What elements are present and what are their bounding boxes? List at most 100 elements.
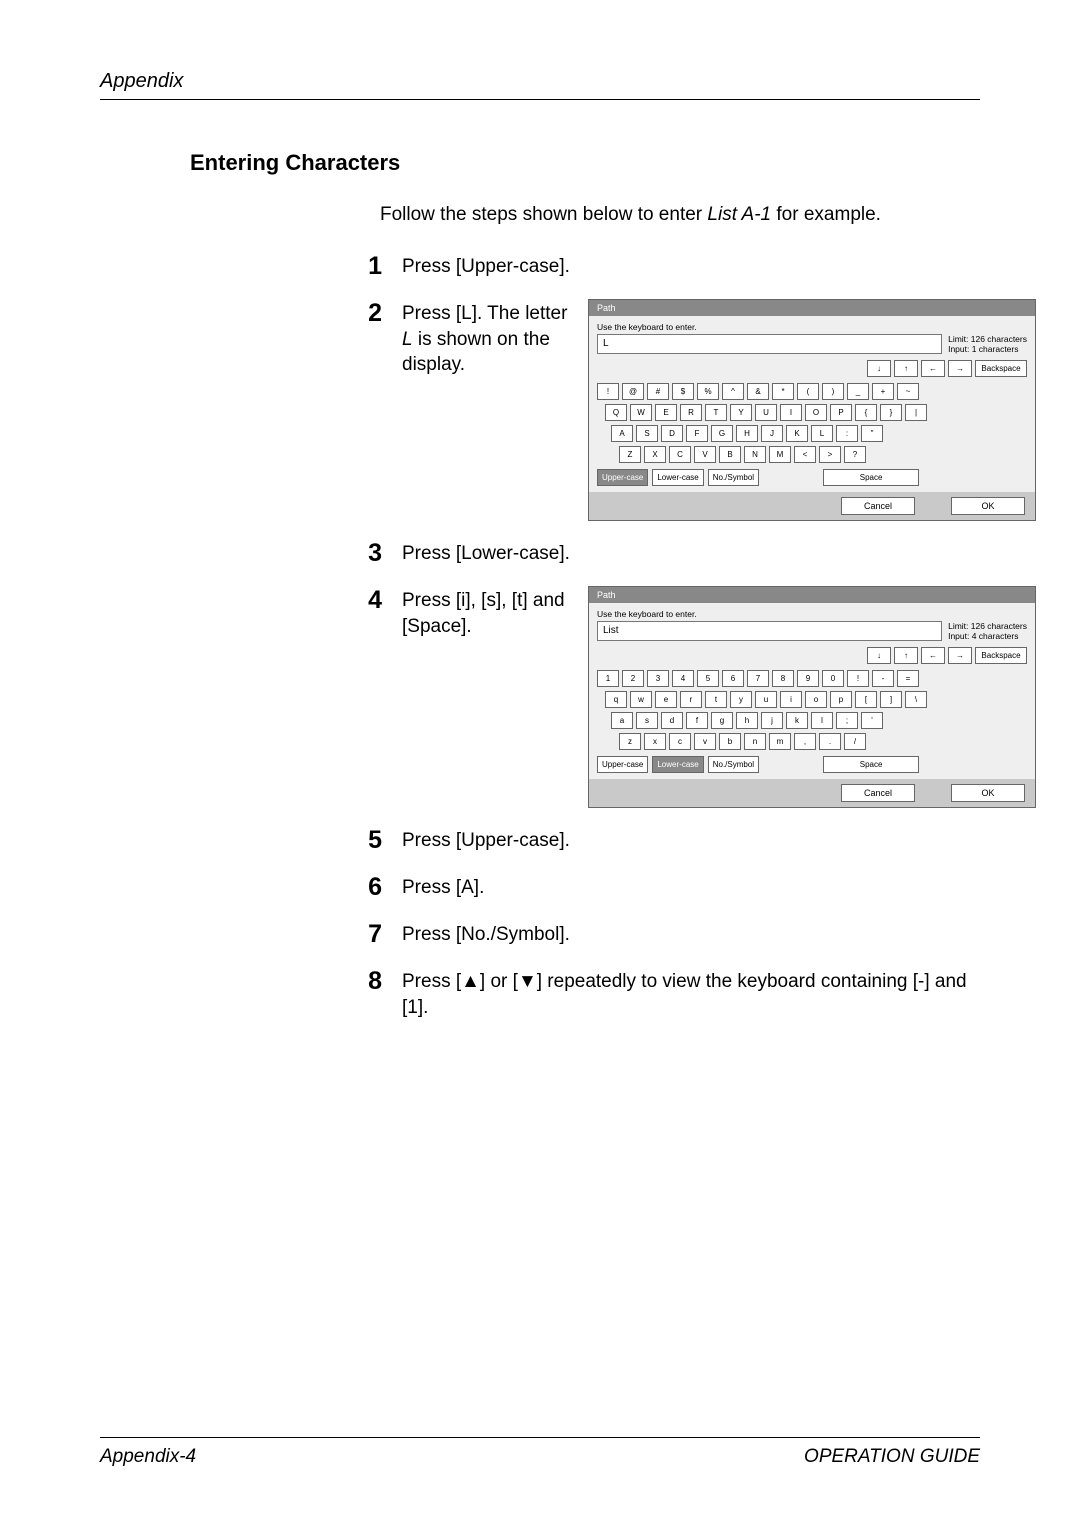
key[interactable]: ~ (897, 383, 919, 400)
key[interactable]: D (661, 425, 683, 442)
cancel-button[interactable]: Cancel (841, 497, 915, 515)
key[interactable]: } (880, 404, 902, 421)
key[interactable]: 2 (622, 670, 644, 687)
ok-button[interactable]: OK (951, 497, 1025, 515)
key[interactable]: t (705, 691, 727, 708)
key[interactable]: r (680, 691, 702, 708)
key[interactable]: " (861, 425, 883, 442)
key[interactable]: ) (822, 383, 844, 400)
key[interactable]: U (755, 404, 777, 421)
backspace-button[interactable]: Backspace (975, 647, 1027, 664)
space-button[interactable]: Space (823, 469, 919, 486)
upper-case-button[interactable]: Upper-case (597, 469, 648, 486)
ok-button[interactable]: OK (951, 784, 1025, 802)
key[interactable]: + (872, 383, 894, 400)
key[interactable]: ^ (722, 383, 744, 400)
key[interactable]: & (747, 383, 769, 400)
key[interactable]: z (619, 733, 641, 750)
key[interactable]: 7 (747, 670, 769, 687)
key[interactable]: _ (847, 383, 869, 400)
key[interactable]: 6 (722, 670, 744, 687)
key[interactable]: m (769, 733, 791, 750)
key[interactable]: f (686, 712, 708, 729)
key[interactable]: g (711, 712, 733, 729)
key[interactable]: > (819, 446, 841, 463)
cursor-right-button[interactable]: → (948, 647, 972, 664)
key[interactable]: E (655, 404, 677, 421)
space-button[interactable]: Space (823, 756, 919, 773)
key[interactable]: . (819, 733, 841, 750)
key[interactable]: # (647, 383, 669, 400)
cancel-button[interactable]: Cancel (841, 784, 915, 802)
key[interactable]: C (669, 446, 691, 463)
key[interactable]: X (644, 446, 666, 463)
key[interactable]: Q (605, 404, 627, 421)
key[interactable]: 3 (647, 670, 669, 687)
cursor-up-button[interactable]: ↑ (894, 360, 918, 377)
key[interactable]: ! (847, 670, 869, 687)
key[interactable]: I (780, 404, 802, 421)
key[interactable]: 4 (672, 670, 694, 687)
cursor-left-button[interactable]: ← (921, 360, 945, 377)
key[interactable]: / (844, 733, 866, 750)
upper-case-button[interactable]: Upper-case (597, 756, 648, 773)
key[interactable]: x (644, 733, 666, 750)
key[interactable]: $ (672, 383, 694, 400)
key[interactable]: J (761, 425, 783, 442)
lower-case-button[interactable]: Lower-case (652, 756, 703, 773)
cursor-up-button[interactable]: ↑ (894, 647, 918, 664)
key[interactable]: k (786, 712, 808, 729)
key[interactable]: ' (861, 712, 883, 729)
key[interactable]: y (730, 691, 752, 708)
key[interactable]: q (605, 691, 627, 708)
key[interactable]: v (694, 733, 716, 750)
key[interactable]: L (811, 425, 833, 442)
key[interactable]: n (744, 733, 766, 750)
key[interactable]: G (711, 425, 733, 442)
key[interactable]: \ (905, 691, 927, 708)
key[interactable]: 5 (697, 670, 719, 687)
key[interactable]: V (694, 446, 716, 463)
key[interactable]: 0 (822, 670, 844, 687)
key[interactable]: A (611, 425, 633, 442)
key[interactable]: c (669, 733, 691, 750)
key[interactable]: H (736, 425, 758, 442)
key[interactable]: W (630, 404, 652, 421)
key[interactable]: P (830, 404, 852, 421)
cursor-right-button[interactable]: → (948, 360, 972, 377)
key[interactable]: ] (880, 691, 902, 708)
backspace-button[interactable]: Backspace (975, 360, 1027, 377)
key[interactable]: l (811, 712, 833, 729)
key[interactable]: i (780, 691, 802, 708)
cursor-left-button[interactable]: ← (921, 647, 945, 664)
key[interactable]: - (872, 670, 894, 687)
key[interactable]: B (719, 446, 741, 463)
key[interactable]: Z (619, 446, 641, 463)
key[interactable]: { (855, 404, 877, 421)
key[interactable]: : (836, 425, 858, 442)
key[interactable]: < (794, 446, 816, 463)
key[interactable]: e (655, 691, 677, 708)
keyboard-input[interactable]: L (597, 334, 942, 354)
key[interactable]: d (661, 712, 683, 729)
key[interactable]: | (905, 404, 927, 421)
key[interactable]: s (636, 712, 658, 729)
keyboard-input[interactable]: List (597, 621, 942, 641)
key[interactable]: Y (730, 404, 752, 421)
key[interactable]: h (736, 712, 758, 729)
key[interactable]: % (697, 383, 719, 400)
key[interactable]: w (630, 691, 652, 708)
key[interactable]: ( (797, 383, 819, 400)
key[interactable]: [ (855, 691, 877, 708)
key[interactable]: N (744, 446, 766, 463)
key[interactable]: p (830, 691, 852, 708)
key[interactable]: u (755, 691, 777, 708)
key[interactable]: F (686, 425, 708, 442)
key[interactable]: b (719, 733, 741, 750)
cursor-down-button[interactable]: ↓ (867, 647, 891, 664)
key[interactable]: S (636, 425, 658, 442)
key[interactable]: T (705, 404, 727, 421)
key[interactable]: j (761, 712, 783, 729)
key[interactable]: O (805, 404, 827, 421)
key[interactable]: * (772, 383, 794, 400)
